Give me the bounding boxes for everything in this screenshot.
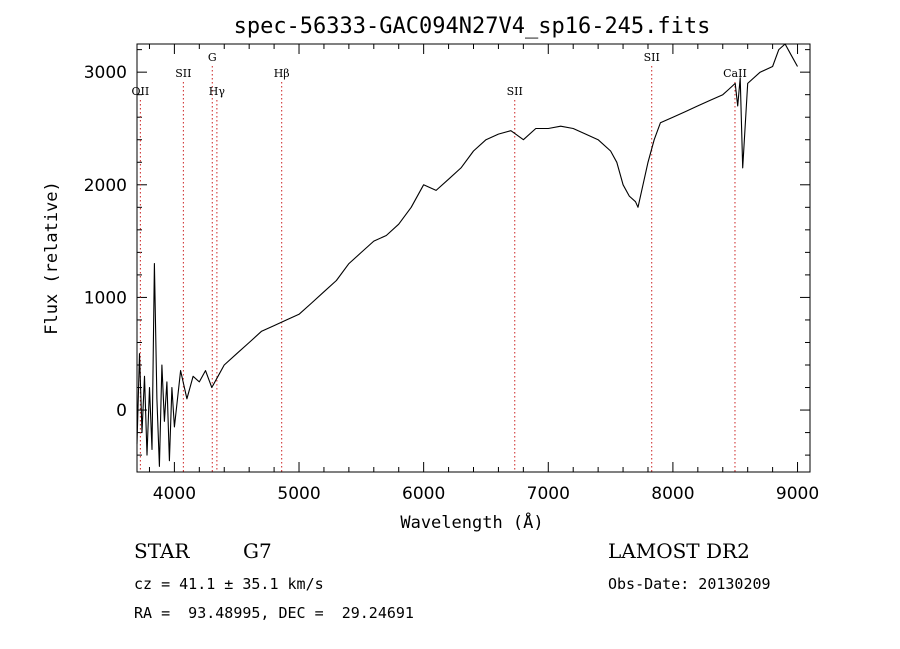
y-axis-label: Flux (relative) — [42, 181, 62, 335]
y-tick-label: 1000 — [84, 288, 127, 308]
chart-title: spec-56333-GAC094N27V4_sp16-245.fits — [234, 14, 711, 39]
x-axis-label: Wavelength (Å) — [400, 511, 543, 533]
x-tick-label: 9000 — [776, 484, 819, 504]
axis-ticks — [137, 44, 810, 472]
x-tick-label: 4000 — [153, 484, 196, 504]
marker-label: SII — [644, 51, 660, 64]
spectral-line-markers: OII SII G Hγ Hβ SII SII CaII — [132, 51, 747, 472]
x-tick-label: 7000 — [527, 484, 570, 504]
marker-label: SII — [507, 85, 523, 98]
object-subclass: G7 — [243, 539, 272, 563]
marker-label: Hγ — [209, 85, 226, 98]
marker-label: OII — [132, 85, 150, 98]
flux-series — [136, 43, 798, 467]
coordinates: RA = 93.48995, DEC = 29.24691 — [134, 604, 414, 622]
x-tick-label: 8000 — [651, 484, 694, 504]
y-tick-label: 0 — [116, 401, 127, 421]
marker-label: Hβ — [274, 67, 290, 80]
redshift-velocity: cz = 41.1 ± 35.1 km/s — [134, 575, 324, 593]
survey-name: LAMOST DR2 — [608, 539, 750, 563]
spectrum-line — [136, 43, 798, 467]
tick-labels: 4000 5000 6000 7000 8000 9000 0 1000 2000 3000 — [84, 63, 819, 504]
object-class: STAR — [134, 539, 190, 563]
observation-date: Obs-Date: 20130209 — [608, 575, 771, 593]
x-tick-label: 6000 — [402, 484, 445, 504]
marker-label: G — [208, 51, 217, 64]
marker-label: CaII — [723, 67, 747, 80]
x-tick-label: 5000 — [277, 484, 320, 504]
y-tick-label: 3000 — [84, 63, 127, 83]
y-tick-label: 2000 — [84, 176, 127, 196]
marker-label: SII — [175, 67, 191, 80]
plot-frame — [136, 43, 811, 473]
